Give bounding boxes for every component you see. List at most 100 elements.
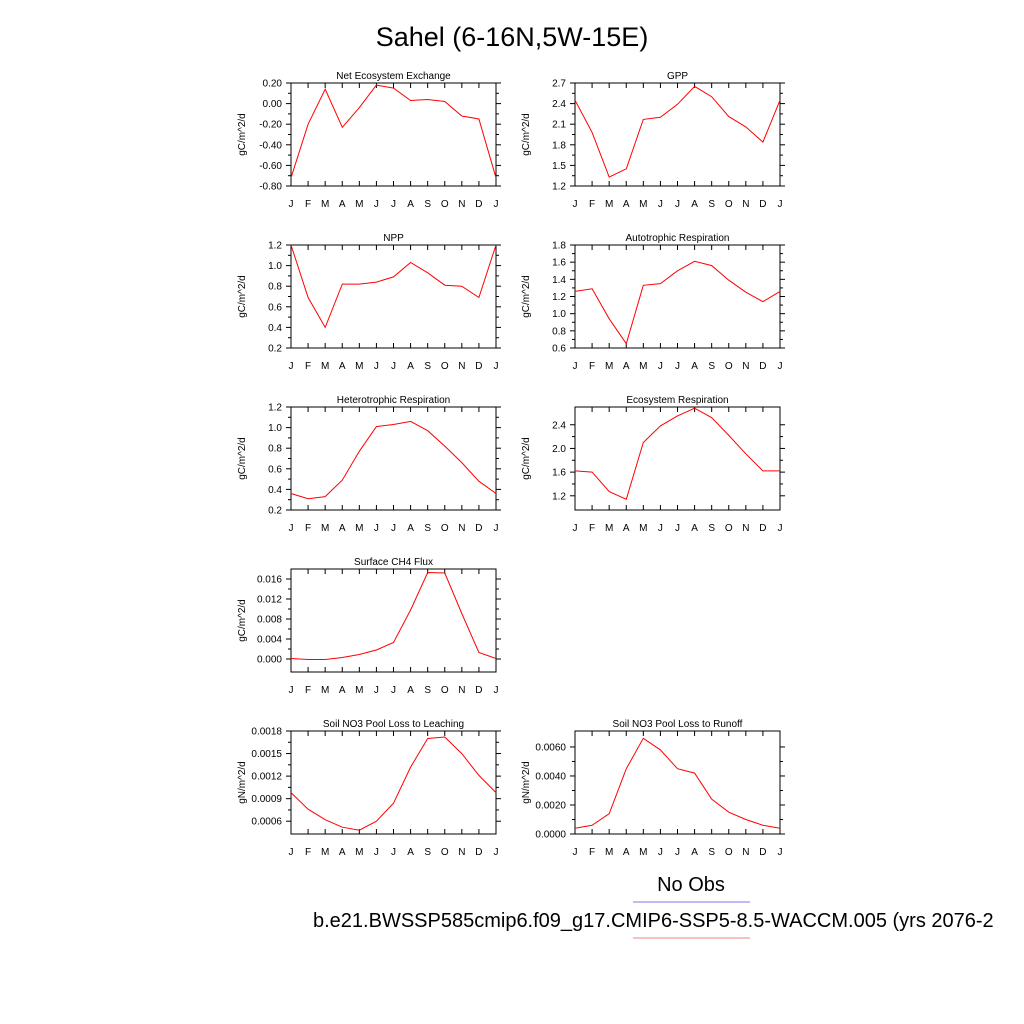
x-tick-label: O bbox=[725, 523, 733, 534]
x-tick-label: O bbox=[441, 847, 449, 858]
x-tick-label: J bbox=[391, 685, 396, 696]
x-tick-label: F bbox=[305, 361, 311, 372]
x-tick-label: M bbox=[355, 199, 363, 210]
y-tick-label: 0.2 bbox=[268, 506, 282, 517]
x-tick-label: J bbox=[573, 847, 578, 858]
x-tick-label: M bbox=[321, 523, 329, 534]
x-tick-label: M bbox=[321, 361, 329, 372]
y-tick-label: 1.8 bbox=[552, 241, 566, 252]
y-tick-label: 1.2 bbox=[268, 241, 282, 252]
x-tick-label: S bbox=[424, 361, 431, 372]
x-tick-label: J bbox=[494, 847, 499, 858]
x-tick-label: D bbox=[759, 361, 766, 372]
x-tick-label: J bbox=[289, 847, 294, 858]
x-tick-label: J bbox=[658, 361, 663, 372]
y-tick-label: 1.6 bbox=[552, 468, 566, 479]
y-tick-label: 1.0 bbox=[268, 261, 282, 272]
x-tick-label: A bbox=[407, 685, 414, 696]
x-tick-label: M bbox=[321, 199, 329, 210]
panel-title: Net Ecosystem Exchange bbox=[336, 71, 451, 82]
y-tick-label: 2.0 bbox=[552, 444, 566, 455]
x-tick-label: J bbox=[289, 523, 294, 534]
y-tick-label: 0.00 bbox=[263, 99, 283, 110]
y-axis-label: gN/m^2/d bbox=[521, 761, 532, 804]
y-tick-label: 0.0006 bbox=[251, 817, 282, 828]
y-tick-label: 1.2 bbox=[552, 491, 566, 502]
y-tick-label: 0.6 bbox=[268, 302, 282, 313]
x-tick-label: S bbox=[424, 199, 431, 210]
x-tick-label: M bbox=[639, 523, 647, 534]
y-tick-label: 2.4 bbox=[552, 99, 566, 110]
x-tick-label: A bbox=[339, 199, 346, 210]
x-tick-label: J bbox=[778, 199, 783, 210]
x-tick-label: M bbox=[605, 847, 613, 858]
x-tick-label: N bbox=[458, 523, 465, 534]
x-tick-label: J bbox=[778, 361, 783, 372]
x-tick-label: S bbox=[708, 199, 715, 210]
x-tick-label: O bbox=[725, 847, 733, 858]
y-tick-label: 0.6 bbox=[552, 344, 566, 355]
x-tick-label: J bbox=[675, 523, 680, 534]
y-tick-label: 0.4 bbox=[268, 323, 282, 334]
x-tick-label: F bbox=[305, 523, 311, 534]
x-tick-label: O bbox=[725, 361, 733, 372]
x-tick-label: S bbox=[708, 523, 715, 534]
legend: No Obs b.e21.BWSSP585cmip6.f09_g17.CMIP6… bbox=[313, 874, 994, 939]
y-tick-label: 0.0020 bbox=[535, 800, 566, 811]
y-tick-label: 1.2 bbox=[268, 403, 282, 414]
series-line bbox=[290, 244, 497, 329]
y-tick-label: 1.8 bbox=[552, 140, 566, 151]
x-tick-label: J bbox=[289, 685, 294, 696]
x-tick-label: O bbox=[441, 361, 449, 372]
x-tick-label: J bbox=[573, 199, 578, 210]
x-tick-label: J bbox=[374, 361, 379, 372]
series-line bbox=[574, 260, 781, 345]
x-tick-label: D bbox=[475, 523, 482, 534]
panel-title: Surface CH4 Flux bbox=[354, 557, 433, 568]
x-tick-label: D bbox=[759, 523, 766, 534]
x-tick-label: J bbox=[675, 847, 680, 858]
x-tick-label: J bbox=[391, 523, 396, 534]
y-tick-label: 0.0018 bbox=[251, 727, 282, 738]
x-tick-label: M bbox=[605, 199, 613, 210]
y-axis-label: gC/m^2/d bbox=[521, 275, 532, 318]
x-tick-label: A bbox=[407, 361, 414, 372]
y-axis-label: gC/m^2/d bbox=[521, 437, 532, 480]
y-tick-label: -0.60 bbox=[259, 161, 282, 172]
y-tick-label: 0.0040 bbox=[535, 771, 566, 782]
x-tick-label: J bbox=[658, 199, 663, 210]
x-tick-label: S bbox=[708, 361, 715, 372]
y-axis-label: gC/m^2/d bbox=[237, 113, 248, 156]
y-tick-label: 1.6 bbox=[552, 258, 566, 269]
y-axis-label: gC/m^2/d bbox=[521, 113, 532, 156]
x-tick-label: M bbox=[355, 361, 363, 372]
x-tick-label: M bbox=[355, 847, 363, 858]
x-tick-label: N bbox=[458, 847, 465, 858]
x-tick-label: J bbox=[658, 847, 663, 858]
x-tick-label: N bbox=[742, 847, 749, 858]
plot-frame bbox=[574, 730, 781, 835]
x-tick-label: J bbox=[391, 199, 396, 210]
x-tick-label: N bbox=[458, 199, 465, 210]
panel-title: Soil NO3 Pool Loss to Runoff bbox=[613, 719, 743, 730]
y-tick-label: -0.80 bbox=[259, 182, 282, 193]
panel-title: Heterotrophic Respiration bbox=[337, 395, 450, 406]
plot-frame bbox=[574, 82, 781, 187]
x-tick-label: O bbox=[725, 199, 733, 210]
x-tick-label: A bbox=[407, 847, 414, 858]
x-tick-label: F bbox=[589, 199, 595, 210]
y-tick-label: 1.4 bbox=[552, 275, 566, 286]
series-line bbox=[290, 84, 497, 178]
y-tick-label: 0.2 bbox=[268, 344, 282, 355]
x-tick-label: N bbox=[742, 199, 749, 210]
x-tick-label: D bbox=[759, 847, 766, 858]
x-tick-label: S bbox=[708, 847, 715, 858]
x-tick-label: S bbox=[424, 523, 431, 534]
x-tick-label: J bbox=[778, 847, 783, 858]
y-tick-label: 0.0009 bbox=[251, 794, 282, 805]
